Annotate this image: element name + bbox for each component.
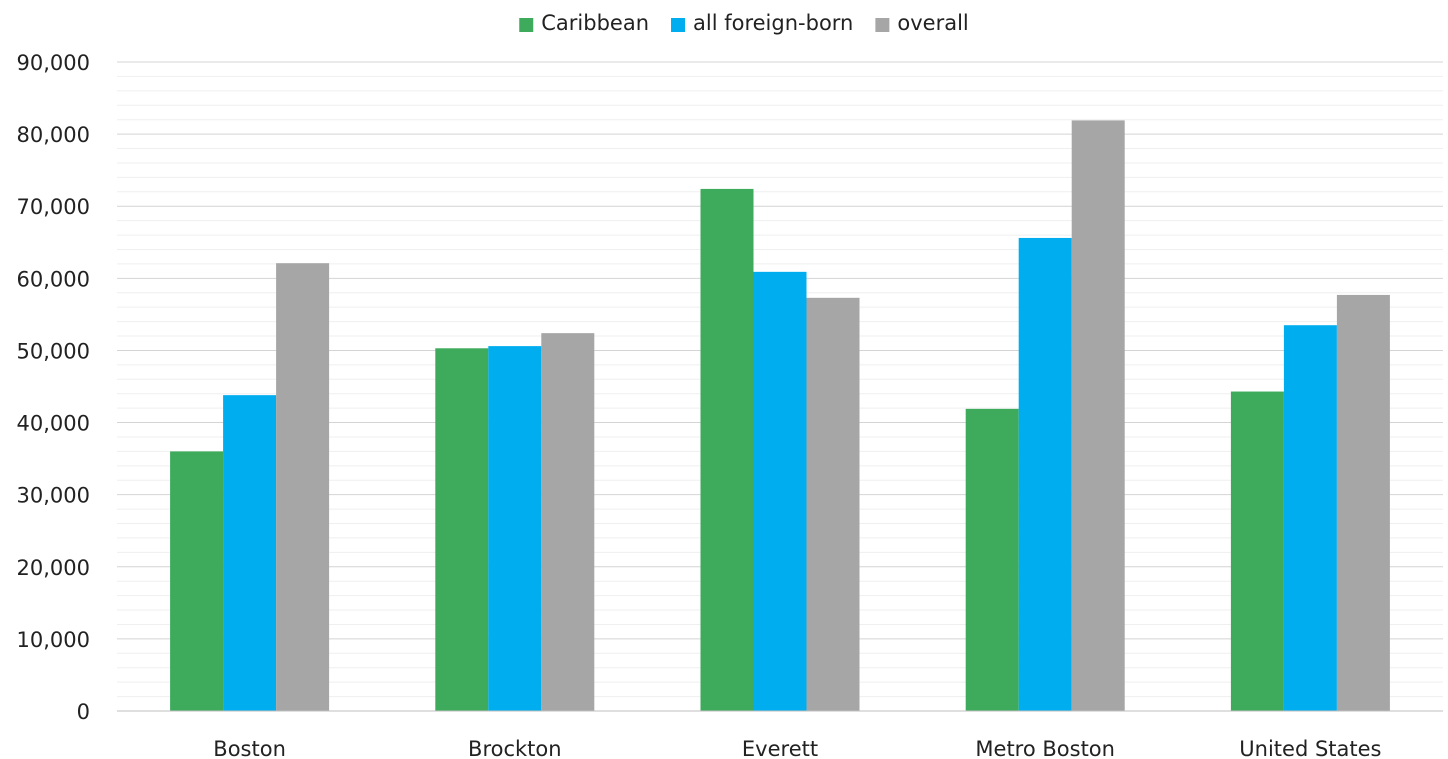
bar-caribbean-united-states [1230,391,1284,711]
x-category-label: Metro Boston [975,737,1115,759]
x-axis-category-labels: Boston Brockton Everett Metro Boston United … [213,737,1381,759]
y-tick-label: 30,000 [17,484,90,508]
bar-all-foreign-born-everett [753,271,807,711]
bar-overall-brockton [541,333,595,711]
y-tick-label: 0 [77,700,90,724]
y-tick-label: 10,000 [17,628,90,652]
y-tick-label: 60,000 [17,267,90,291]
legend-item: all foreign-born [671,11,853,35]
legend-swatch [671,18,686,32]
bar-caribbean-metro-boston [965,408,1019,711]
bar-all-foreign-born-metro-boston [1018,237,1072,711]
x-category-label: Everett [742,737,818,759]
y-tick-label: 80,000 [17,123,90,147]
bar-overall-boston [276,263,330,711]
y-tick-label: 20,000 [17,556,90,580]
bar-series [170,120,1390,712]
x-category-label: Brockton [468,737,562,759]
y-tick-label: 50,000 [17,339,90,363]
legend-swatch [875,18,890,32]
legend-label: Caribbean [541,11,649,35]
bar-overall-united-states [1336,294,1390,711]
legend-swatch [519,18,534,32]
bar-caribbean-brockton [435,348,489,711]
legend: Caribbean all foreign-born overall [519,11,969,35]
bar-all-foreign-born-brockton [488,346,542,711]
bar-all-foreign-born-united-states [1283,325,1337,711]
x-category-label: Boston [213,737,286,759]
x-category-label: United States [1239,737,1381,759]
legend-item: overall [875,11,969,35]
bar-overall-everett [806,297,860,711]
bar-caribbean-everett [700,188,754,712]
y-tick-label: 40,000 [17,412,90,436]
y-tick-label: 90,000 [17,51,90,75]
legend-label: overall [897,11,968,35]
legend-label: all foreign-born [693,11,853,35]
bar-caribbean-boston [170,451,224,711]
legend-item: Caribbean [519,11,649,35]
bar-all-foreign-born-boston [223,395,277,711]
y-tick-label: 70,000 [17,195,90,219]
y-axis-tick-labels: 0 10,000 20,000 30,000 40,000 50,000 60,000 70,… [17,51,90,724]
bar-overall-metro-boston [1071,120,1125,711]
